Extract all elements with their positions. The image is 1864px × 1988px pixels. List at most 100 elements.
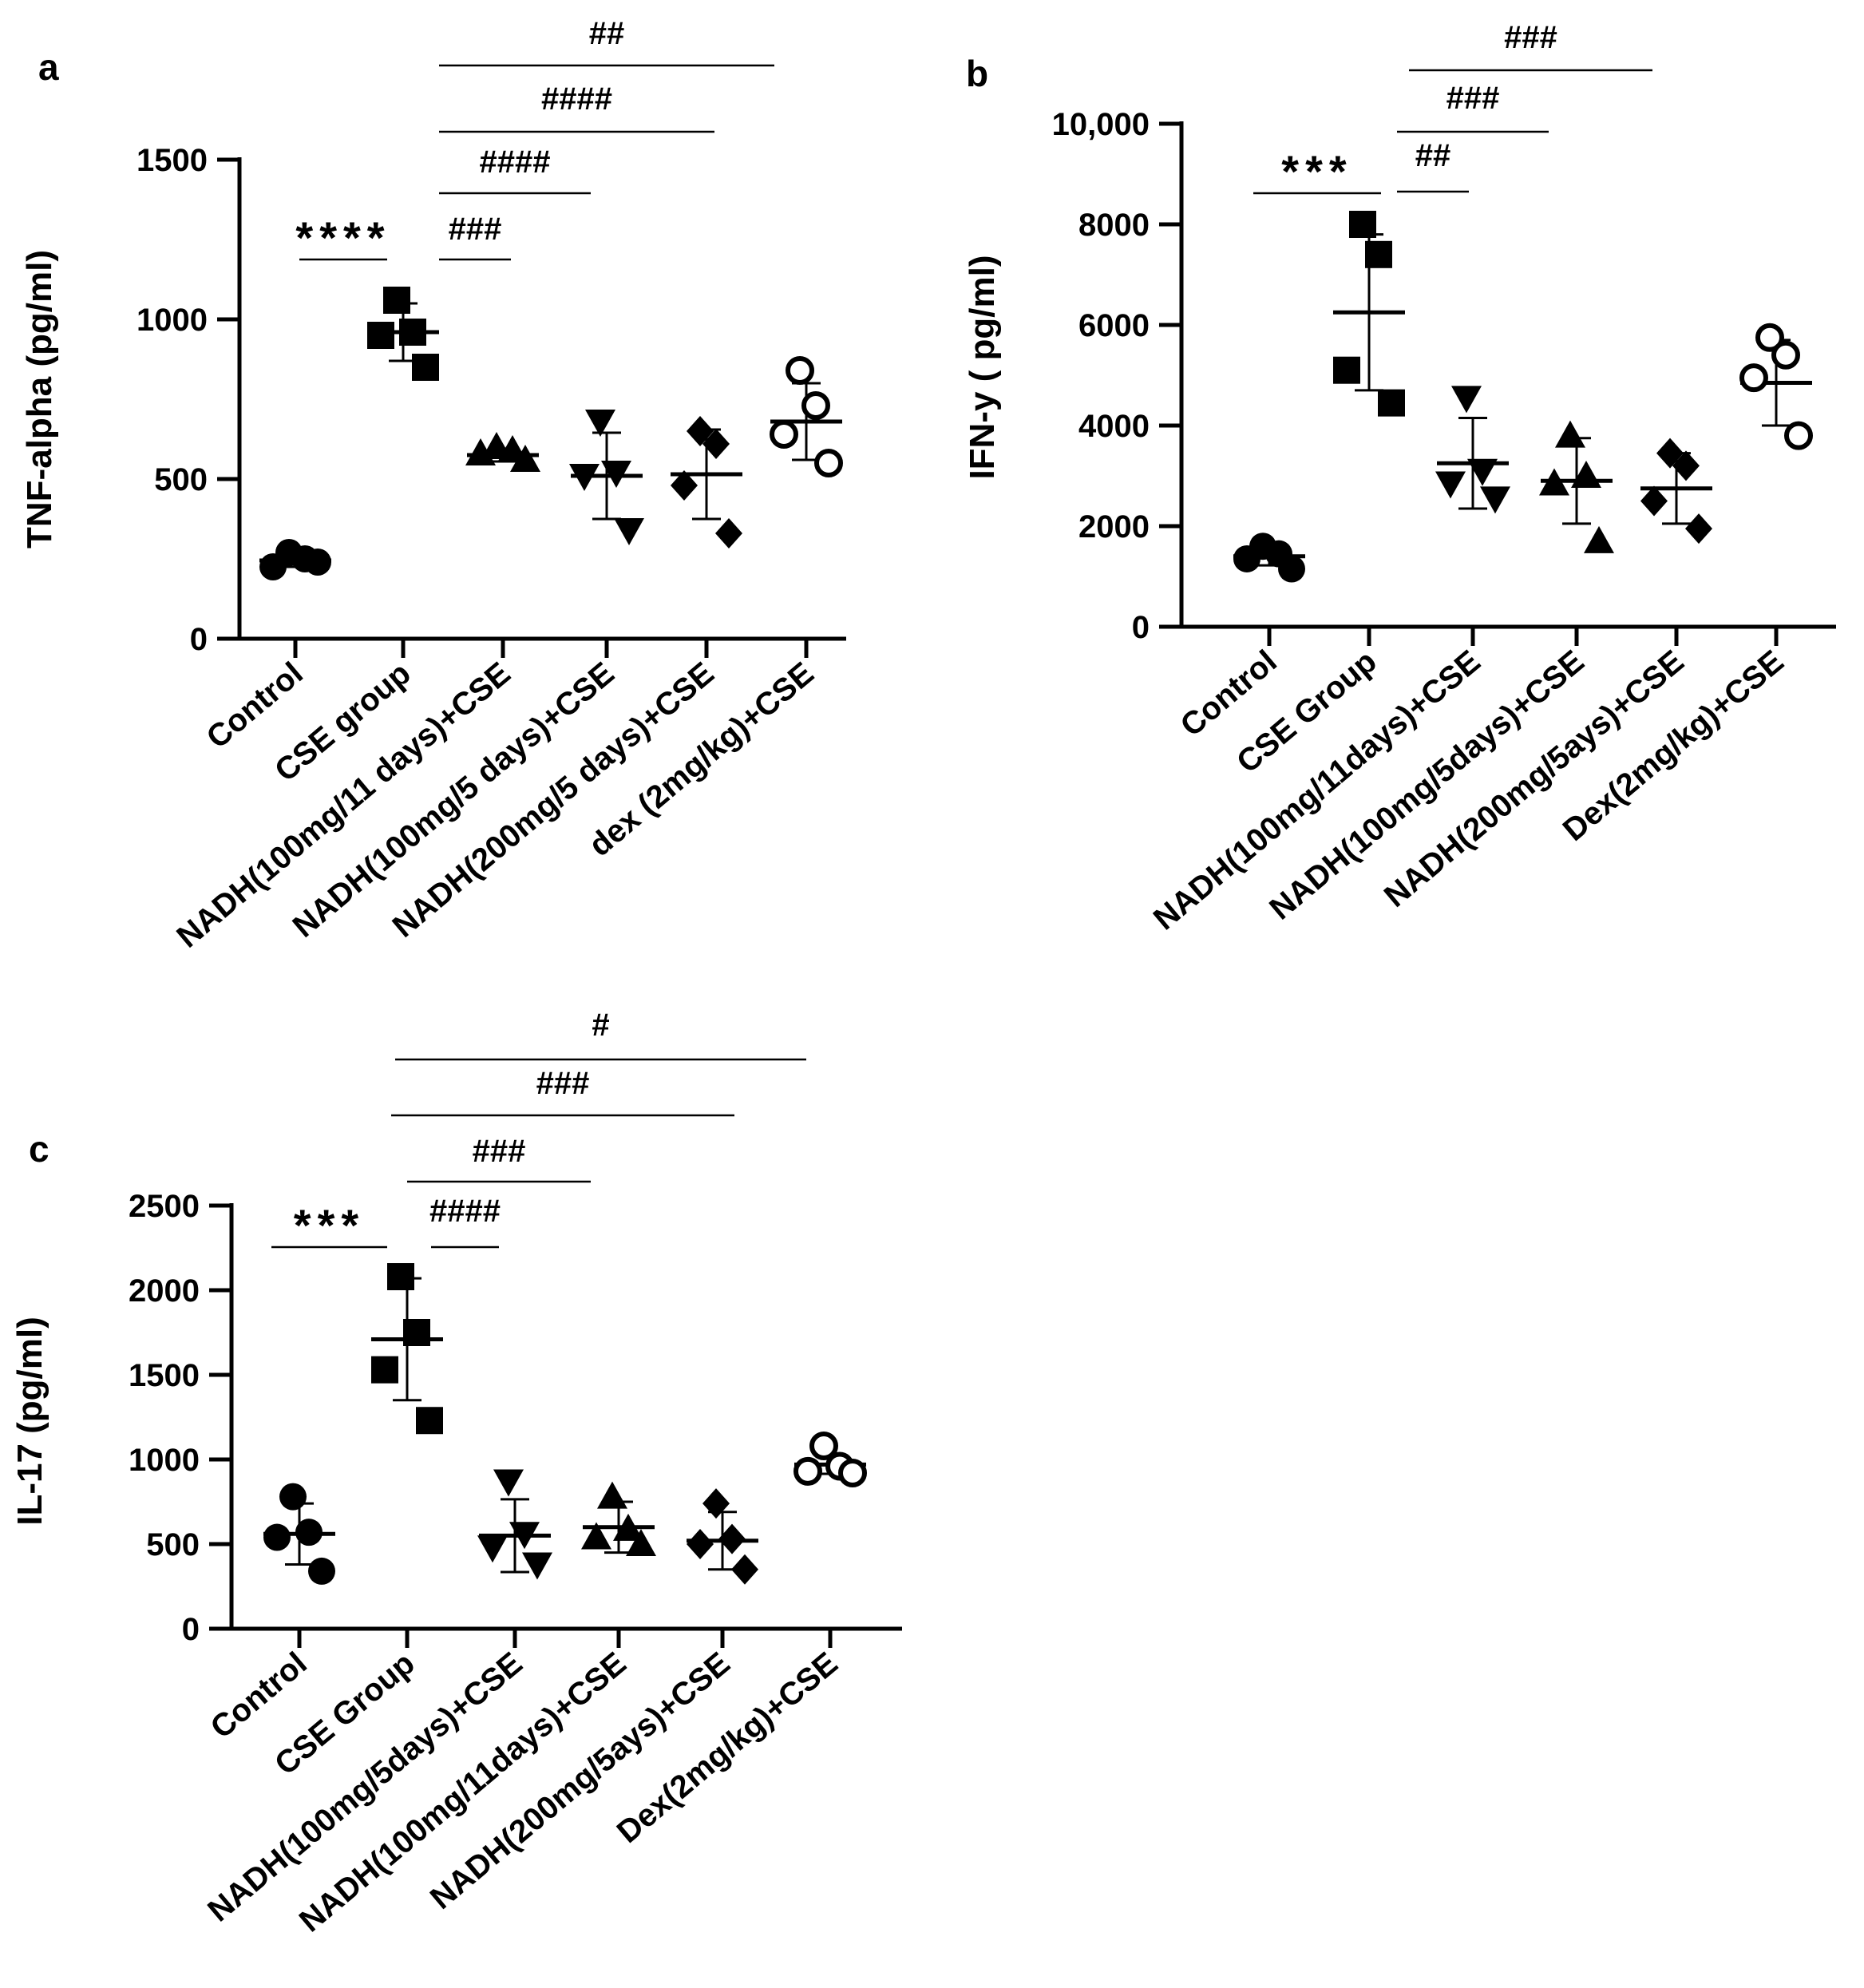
data-point [522,1552,552,1580]
y-tick-label: 0 [1132,610,1150,645]
data-point [259,553,287,580]
y-tick-label: 4000 [1078,409,1150,444]
y-tick-label: 8000 [1078,208,1150,243]
series-group [367,287,439,381]
y-axis-title: TNF-alpha (pg/ml) [20,250,59,548]
data-point [1435,471,1466,499]
data-point [367,322,394,349]
data-point [295,1519,323,1546]
data-point [809,1432,838,1461]
data-point [371,1356,398,1384]
significance-label: ### [473,1134,526,1169]
series-group [569,410,644,545]
data-point [1656,438,1684,469]
y-tick-label: 1000 [137,303,208,338]
data-point [1233,545,1260,572]
data-point [597,1481,627,1509]
data-point [731,1554,758,1585]
data-point [1539,468,1569,496]
significance-label: #### [480,145,551,180]
data-point [399,319,426,346]
significance-label: *** [294,1200,365,1250]
y-tick-label: 500 [146,1527,200,1562]
data-point [581,1522,611,1550]
data-point [416,1407,443,1435]
data-point [1480,486,1510,514]
data-point [1571,461,1601,488]
y-tick-label: 0 [182,1612,200,1647]
data-point [1349,211,1376,238]
data-point [1672,450,1700,481]
series-group [1435,386,1510,514]
data-point [702,1488,730,1519]
data-point [687,416,714,446]
data-point [263,1523,291,1551]
data-point [770,420,798,449]
data-point [601,461,631,488]
y-tick-label: 500 [154,462,208,497]
data-point [477,1535,508,1563]
data-point [671,470,698,501]
series-group [259,539,331,580]
data-point [510,445,540,472]
series-group [1739,323,1813,450]
data-point [465,438,496,465]
significance-label: *** [1281,146,1352,196]
data-point [1685,513,1712,545]
data-point [279,1483,307,1511]
data-point [814,449,843,477]
data-point [1771,340,1800,370]
data-point [614,518,644,545]
data-point [1555,420,1585,448]
data-point [585,410,615,437]
significance-label: ### [536,1066,590,1101]
significance-label: #### [541,81,612,117]
data-point [702,429,730,459]
y-axis-title: IFN-y ( pg/ml) [963,255,1002,479]
significance-label: # [592,1008,609,1043]
data-point [308,1557,335,1585]
y-tick-label: 0 [190,622,208,657]
series-group [671,416,742,548]
significance-label: ### [449,212,502,247]
series-group [1333,211,1405,417]
series-group [687,1488,758,1585]
data-point [1333,356,1360,384]
data-point [1378,389,1405,417]
series-group [465,432,540,472]
data-point [509,1522,540,1550]
data-point [1640,485,1668,517]
data-point [718,1523,746,1554]
y-tick-label: 1500 [129,1358,200,1393]
data-point [383,287,410,314]
data-point [412,354,439,381]
significance-label: ## [1415,138,1451,173]
y-tick-label: 1000 [129,1443,200,1478]
series-group [793,1432,867,1487]
y-tick-label: 2500 [129,1189,200,1224]
data-point [801,391,830,420]
significance-label: ### [1504,20,1557,55]
data-point [569,464,600,491]
data-point [1784,421,1813,450]
data-point [1755,323,1784,352]
data-point [838,1458,867,1487]
panel-letter: b [966,53,988,94]
data-point [613,1513,643,1541]
y-tick-label: 6000 [1078,308,1150,343]
data-point [626,1529,656,1556]
series-group [1640,438,1712,545]
data-point [1278,555,1305,583]
significance-label: ### [1446,81,1500,116]
data-point [715,518,742,548]
y-tick-label: 10,000 [1052,107,1150,142]
panel-c: cIL-17 (pg/ml)05001000150020002500Contro… [10,1008,902,1939]
data-point [687,1529,714,1559]
series-group [263,1483,335,1585]
significance-label: **** [295,212,390,263]
data-point [493,1469,524,1497]
data-point [1739,363,1768,393]
